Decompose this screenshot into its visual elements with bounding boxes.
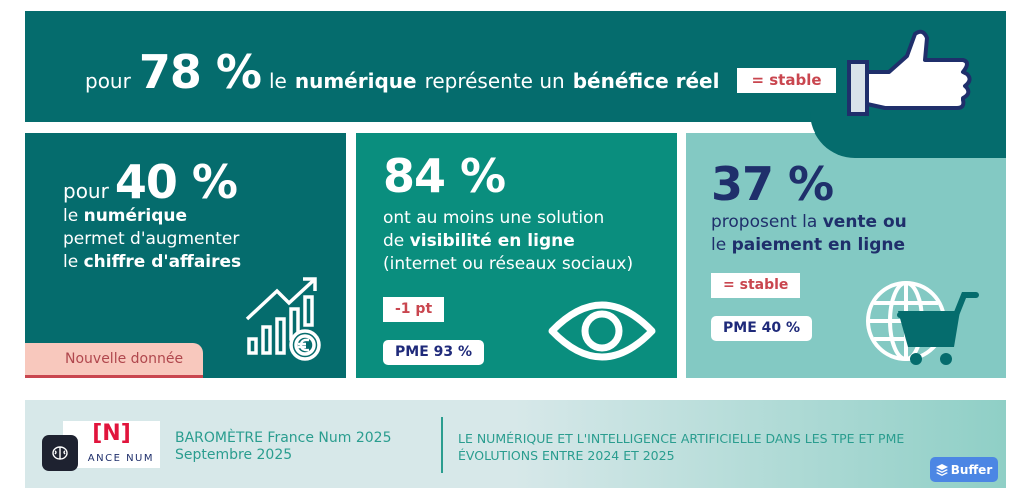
- panel3-line1-bold: vente ou: [822, 212, 907, 232]
- banner-headline: pour 78 % le numérique représente un bén…: [85, 49, 836, 96]
- footer-divider: [441, 417, 443, 473]
- panel3-value: 37 %: [711, 157, 834, 211]
- panel2-line2-bold: visibilité en ligne: [409, 231, 575, 251]
- banner-value: 78 %: [138, 45, 262, 99]
- buffer-stack-icon: [935, 463, 948, 476]
- footer-subtitle-2: ÉVOLUTIONS ENTRE 2024 ET 2025: [458, 448, 675, 463]
- new-data-badge: Nouvelle donnée: [25, 343, 203, 378]
- buffer-button[interactable]: Buffer: [930, 457, 998, 482]
- panel1-line3-text: le: [63, 252, 84, 272]
- panel1-line1-bold: numérique: [83, 206, 188, 226]
- banner-text-pre: le: [268, 69, 287, 93]
- growth-chart-euro-icon: [245, 277, 321, 361]
- top-banner: pour 78 % le numérique représente un bén…: [25, 11, 1006, 122]
- brain-overlay-button[interactable]: [42, 435, 78, 471]
- footer-subtitle-1: LE NUMÉRIQUE ET L'INTELLIGENCE ARTIFICIE…: [458, 431, 905, 446]
- banner-prefix: pour: [85, 69, 131, 93]
- buffer-label: Buffer: [950, 462, 993, 477]
- panel1-line2-text: permet d'augmenter: [63, 229, 240, 249]
- eye-icon: [548, 301, 656, 361]
- footer-date: Septembre 2025: [175, 447, 293, 463]
- panel1-description: le numérique permet d'augmenter le chiff…: [63, 205, 241, 274]
- panel1-line3-bold: chiffre d'affaires: [83, 252, 242, 272]
- panel1-prefix: pour: [63, 179, 109, 203]
- panel2-line3-text: (internet ou réseaux sociaux): [383, 254, 634, 274]
- banner-bold2: bénéfice réel: [572, 69, 720, 93]
- globe-cart-icon: [866, 281, 979, 365]
- footer-bar: [N] ANCE NUM BAROMÈTRE France Num 2025 S…: [25, 400, 1006, 488]
- panel3-trend-badge: = stable: [711, 273, 801, 298]
- logo-text: ANCE NUM: [87, 453, 154, 464]
- panel1-headline: pour 40 %: [63, 155, 238, 209]
- panel1-line1-text: le: [63, 206, 84, 226]
- panel3-pme-badge: PME 40 %: [711, 316, 813, 341]
- panel3-description: proposent la vente ou le paiement en lig…: [711, 211, 907, 257]
- logo-mark: [N]: [92, 421, 131, 446]
- banner-curve-overlap: [810, 133, 1006, 158]
- thumbs-up-icon: [847, 29, 972, 116]
- footer-title: BAROMÈTRE France Num 2025: [175, 430, 392, 446]
- panel2-trend-badge: -1 pt: [383, 297, 445, 322]
- stat-panel-online-sales: 37 % proposent la vente ou le paiement e…: [686, 133, 1006, 378]
- panel2-line2-text: de: [383, 231, 410, 251]
- stat-panel-visibility: 84 % ont au moins une solution de visibi…: [356, 133, 677, 378]
- brain-icon: [52, 446, 68, 460]
- panel3-line2-bold: paiement en ligne: [731, 235, 905, 255]
- panel2-value: 84 %: [383, 149, 506, 203]
- france-num-logo: [N] ANCE NUM: [63, 421, 160, 468]
- panel3-line2-text: le: [711, 235, 732, 255]
- panel2-description: ont au moins une solution de visibilité …: [383, 207, 633, 276]
- panel1-value: 40 %: [114, 155, 238, 209]
- trend-badge: = stable: [737, 68, 836, 93]
- panel2-pme-badge: PME 93 %: [383, 340, 485, 365]
- banner-text-mid: représente un: [424, 69, 565, 93]
- footer-subtitle-block: LE NUMÉRIQUE ET L'INTELLIGENCE ARTIFICIE…: [458, 430, 904, 464]
- footer-title-block: BAROMÈTRE France Num 2025 Septembre 2025: [175, 430, 392, 464]
- banner-bold1: numérique: [294, 69, 417, 93]
- stat-panel-revenue: pour 40 % le numérique permet d'augmente…: [25, 133, 346, 378]
- panel2-line1-text: ont au moins une solution: [383, 208, 605, 228]
- panel3-line1-text: proposent la: [711, 212, 823, 232]
